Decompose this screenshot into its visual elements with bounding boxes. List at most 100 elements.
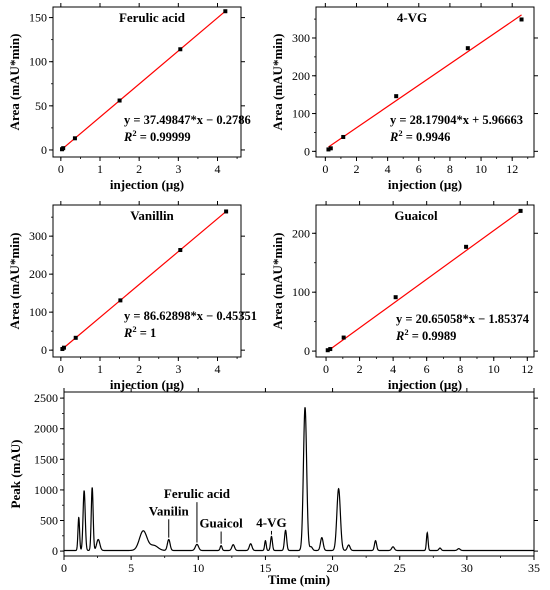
x-tick-label: 4 bbox=[390, 362, 396, 376]
data-point bbox=[328, 347, 333, 352]
data-point bbox=[393, 295, 398, 300]
y-tick-label: 100 bbox=[29, 55, 47, 69]
data-point bbox=[224, 209, 229, 214]
x-tick-label: 3 bbox=[175, 362, 181, 376]
fit-line bbox=[328, 14, 522, 148]
x-tick-label: 4 bbox=[385, 162, 391, 176]
y-tick-label: 300 bbox=[29, 229, 47, 243]
x-axis-label: injection (μg) bbox=[388, 177, 462, 192]
x-tick-label: 0 bbox=[58, 162, 64, 176]
data-point bbox=[326, 147, 331, 152]
y-tick-label: 300 bbox=[292, 31, 310, 45]
data-point bbox=[72, 136, 77, 141]
r-squared-value: = 0.9946 bbox=[403, 130, 451, 144]
x-axis-label: injection (μg) bbox=[110, 377, 184, 392]
data-point bbox=[519, 17, 524, 22]
x-tick-label: 25 bbox=[394, 561, 406, 575]
y-tick-label: 1500 bbox=[34, 452, 58, 466]
x-tick-label: 0 bbox=[58, 362, 64, 376]
data-point bbox=[328, 146, 333, 151]
y-tick-label: 0 bbox=[304, 344, 310, 358]
data-point bbox=[465, 46, 470, 51]
x-tick-label: 10 bbox=[475, 162, 487, 176]
x-tick-label: 2 bbox=[353, 162, 359, 176]
data-point bbox=[61, 146, 66, 151]
guaicol-calibration-panel: 0 2 4 6 8 10 12 0 100 200 injection (μg) Area (mAU*… bbox=[270, 201, 538, 392]
data-point bbox=[117, 98, 122, 103]
x-tick-label: 30 bbox=[461, 561, 473, 575]
y-axis-label: Area (mAU*min) bbox=[7, 233, 22, 330]
y-tick-label: 100 bbox=[292, 285, 310, 299]
data-point bbox=[341, 335, 346, 340]
y-tick-label: 1000 bbox=[34, 483, 58, 497]
fit-equation: y = 37.49847*x − 0.2786 bbox=[124, 113, 251, 127]
chromatogram-trace bbox=[64, 407, 534, 552]
data-point bbox=[325, 348, 330, 353]
peak-annotation: Guaicol bbox=[199, 516, 243, 531]
r-squared: R2 = 0.99999 bbox=[123, 128, 191, 144]
panel-title: Vanillin bbox=[130, 208, 174, 223]
fit-line bbox=[327, 210, 521, 352]
data-point bbox=[518, 208, 523, 213]
peak-annotation: Vanilin bbox=[149, 503, 190, 518]
x-tick-label: 3 bbox=[175, 162, 181, 176]
r-squared: R2 = 1 bbox=[123, 324, 156, 340]
data-point bbox=[178, 47, 183, 52]
fit-line bbox=[62, 210, 227, 350]
chromatogram-panel: 0 5 10 15 20 25 30 35 0 500 1000 1500 2000 2500 Time (… bbox=[8, 388, 540, 587]
fit-equation: y = 20.65058*x − 1.85374 bbox=[396, 312, 530, 326]
y-tick-label: 200 bbox=[29, 267, 47, 281]
x-axis-label: injection (μg) bbox=[110, 177, 184, 192]
ferulic-acid-calibration-panel: 0 1 2 3 4 0 50 100 150 injection (μg) Area (mAU*mi… bbox=[7, 3, 251, 192]
y-tick-label: 0 bbox=[41, 343, 47, 357]
y-tick-label: 150 bbox=[29, 11, 47, 25]
fit-line bbox=[61, 10, 226, 150]
r-squared: R2 = 0.9946 bbox=[389, 128, 450, 144]
data-point bbox=[178, 248, 183, 253]
x-tick-label: 2 bbox=[136, 162, 142, 176]
x-tick-label: 8 bbox=[447, 162, 453, 176]
y-tick-label: 2000 bbox=[34, 422, 58, 436]
r-squared-value: = 1 bbox=[137, 326, 157, 340]
y-tick-label: 200 bbox=[292, 226, 310, 240]
x-tick-label: 1 bbox=[97, 362, 103, 376]
y-axis-label: Area (mAU*min) bbox=[270, 34, 285, 131]
x-tick-label: 10 bbox=[192, 561, 204, 575]
r-squared-value: = 0.9989 bbox=[409, 329, 457, 343]
y-tick-label: 200 bbox=[292, 69, 310, 83]
x-tick-label: 0 bbox=[61, 561, 67, 575]
y-tick-label: 100 bbox=[292, 107, 310, 121]
panel-title: 4-VG bbox=[397, 10, 427, 25]
x-tick-label: 15 bbox=[259, 561, 271, 575]
data-point bbox=[118, 298, 123, 303]
y-axis-label: Area (mAU*min) bbox=[270, 233, 285, 330]
data-point bbox=[464, 244, 469, 249]
x-tick-label: 8 bbox=[457, 362, 463, 376]
peak-annotation: 4-VG bbox=[256, 515, 286, 530]
x-tick-label: 4 bbox=[215, 162, 221, 176]
vanillin-calibration-panel: 0 1 2 3 4 0 100 200 300 injection (μg) Area (mAU*m… bbox=[7, 201, 257, 392]
data-point bbox=[73, 335, 78, 340]
peak-annotation: Ferulic acid bbox=[164, 486, 231, 501]
y-tick-label: 2500 bbox=[34, 391, 58, 405]
x-tick-label: 6 bbox=[416, 162, 422, 176]
x-tick-label: 1 bbox=[97, 162, 103, 176]
y-tick-label: 50 bbox=[35, 99, 47, 113]
plot-frame bbox=[315, 204, 535, 358]
x-tick-label: 10 bbox=[488, 362, 500, 376]
fit-equation: y = 86.62898*x − 0.45351 bbox=[124, 309, 257, 323]
x-tick-label: 12 bbox=[521, 362, 533, 376]
y-tick-label: 100 bbox=[29, 305, 47, 319]
plot-frame bbox=[52, 6, 242, 158]
y-axis-label: Area (mAU*min) bbox=[7, 34, 22, 131]
x-tick-label: 6 bbox=[424, 362, 430, 376]
x-tick-label: 0 bbox=[323, 362, 329, 376]
x-axis-label: Time (min) bbox=[268, 572, 330, 587]
plot-frame bbox=[315, 6, 535, 158]
data-point bbox=[394, 94, 399, 99]
y-tick-label: 500 bbox=[40, 514, 58, 528]
y-tick-label: 0 bbox=[52, 544, 58, 558]
r-squared: R2 = 0.9989 bbox=[395, 327, 456, 343]
4vg-calibration-panel: 0 2 4 6 8 10 12 0 100 200 300 injection (μg) Area (m… bbox=[270, 3, 538, 192]
